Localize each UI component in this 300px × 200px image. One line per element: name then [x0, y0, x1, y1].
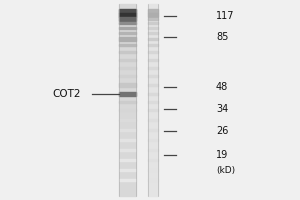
Bar	[119, 17, 136, 21]
Bar	[148, 59, 158, 61]
Bar	[119, 101, 136, 103]
Bar	[119, 32, 136, 34]
Bar	[148, 84, 158, 86]
Bar	[148, 67, 158, 69]
Bar	[119, 22, 136, 24]
Bar	[119, 169, 136, 171]
Bar	[148, 129, 158, 131]
Bar	[148, 4, 158, 196]
Bar	[119, 44, 136, 46]
Bar	[148, 149, 158, 151]
Bar	[119, 92, 136, 96]
Text: COT2: COT2	[52, 89, 81, 99]
Bar	[148, 109, 158, 111]
Bar	[119, 37, 136, 41]
Bar	[148, 159, 158, 161]
Bar	[119, 129, 136, 131]
Bar	[148, 32, 158, 34]
Bar	[148, 38, 158, 40]
Bar	[119, 75, 136, 77]
Bar	[119, 59, 136, 61]
Text: 85: 85	[216, 32, 228, 42]
Bar	[148, 179, 158, 181]
Bar	[148, 44, 158, 46]
Bar	[119, 119, 136, 121]
Bar	[119, 109, 136, 111]
Bar	[119, 9, 136, 13]
Text: 117: 117	[216, 11, 235, 21]
Bar	[119, 67, 136, 69]
Bar	[148, 169, 158, 171]
Bar	[148, 18, 158, 20]
Bar	[119, 13, 136, 17]
Text: 26: 26	[216, 126, 228, 136]
Bar	[148, 13, 158, 17]
Bar	[119, 139, 136, 141]
Bar	[148, 75, 158, 77]
Bar	[148, 27, 158, 29]
Bar	[119, 149, 136, 151]
Text: 48: 48	[216, 82, 228, 92]
Bar	[148, 22, 158, 24]
Text: 19: 19	[216, 150, 228, 160]
Bar	[148, 9, 158, 13]
Bar	[119, 51, 136, 53]
Bar	[148, 101, 158, 103]
Bar	[119, 27, 136, 29]
Bar	[119, 179, 136, 181]
Text: (kD): (kD)	[216, 166, 235, 174]
Bar	[148, 139, 158, 141]
Bar	[119, 4, 136, 196]
Bar	[148, 93, 158, 95]
Bar	[148, 119, 158, 121]
Text: 34: 34	[216, 104, 228, 114]
Bar	[148, 51, 158, 53]
Bar	[119, 159, 136, 161]
Bar	[119, 83, 136, 87]
